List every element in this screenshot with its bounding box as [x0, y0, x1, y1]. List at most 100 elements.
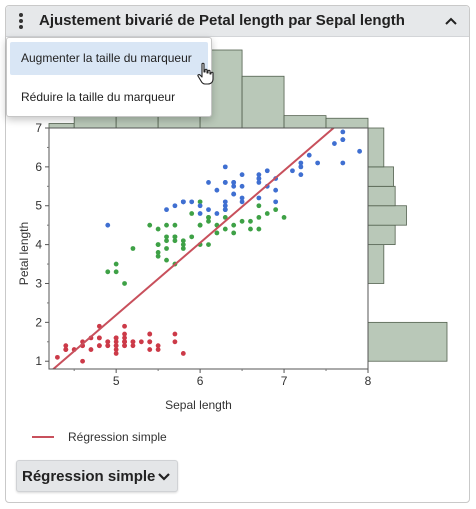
scatter-point: [130, 343, 136, 349]
scatter-point: [256, 226, 262, 232]
scatter-point: [298, 164, 304, 170]
scatter-point: [239, 183, 245, 189]
scatter-point: [172, 222, 178, 228]
scatter-point: [214, 211, 220, 216]
plot-area: [49, 128, 368, 369]
scatter-point: [222, 215, 228, 220]
y-tick-label: 4: [35, 238, 42, 252]
more-options-icon[interactable]: [12, 11, 30, 31]
scatter-point: [357, 148, 363, 154]
scatter-point: [206, 215, 211, 220]
scatter-point: [113, 339, 119, 345]
menu-item-decrease-marker-size[interactable]: Réduire la taille du marqueur: [21, 90, 176, 104]
scatter-point: [264, 211, 270, 216]
scatter-point: [63, 347, 69, 352]
legend-label: Régression simple: [68, 430, 167, 444]
scatter-point: [239, 199, 245, 205]
scatter-point: [273, 187, 279, 193]
scatter-point: [80, 358, 85, 364]
scatter-point: [248, 226, 253, 232]
scatter-point: [105, 339, 111, 345]
hand-cursor-icon: [197, 62, 214, 85]
marker-size-menu: Augmenter la taille du marqueur Réduire …: [6, 37, 212, 117]
scatter-point: [122, 343, 127, 349]
scatter-point: [105, 343, 111, 349]
scatter-point: [256, 176, 262, 181]
scatter-point: [239, 172, 245, 178]
scatter-point: [122, 339, 127, 345]
scatter-point: [172, 234, 178, 240]
scatter-point: [96, 335, 102, 341]
y-tick-label: 1: [35, 354, 42, 368]
scatter-point: [155, 343, 161, 349]
scatter-point: [315, 160, 321, 166]
scatter-point: [197, 203, 203, 209]
scatter-point: [273, 207, 279, 213]
scatter-point: [164, 234, 169, 240]
scatter-point: [214, 187, 220, 193]
collapse-chevron-icon[interactable]: [441, 11, 461, 31]
scatter-point: [239, 218, 245, 224]
scatter-point: [155, 249, 161, 255]
panel-header: Ajustement bivarié de Petal length par S…: [6, 6, 469, 37]
y-histogram-bar: [365, 185, 396, 207]
scatter-point: [239, 195, 245, 201]
y-histogram-bar: [365, 244, 385, 284]
scatter-point: [189, 199, 195, 205]
scatter-point: [222, 207, 228, 213]
legend-swatch-regression: [32, 436, 54, 438]
regression-line: [51, 128, 336, 369]
scatter-point: [222, 199, 228, 205]
y-tick-label: 6: [35, 160, 42, 174]
scatter-point: [222, 226, 228, 232]
scatter-point: [180, 246, 186, 251]
x-tick-label: 6: [197, 374, 204, 388]
menu-item-increase-marker-size[interactable]: Augmenter la taille du marqueur: [10, 42, 208, 75]
scatter-point: [332, 141, 337, 146]
y-histogram-bar: [365, 166, 394, 187]
scatter-point: [147, 331, 153, 337]
scatter-point: [222, 180, 228, 185]
scatter-point: [231, 183, 237, 189]
scatter-point: [172, 238, 178, 244]
panel-title: Ajustement bivarié de Petal length par S…: [39, 12, 405, 29]
scatter-point: [147, 339, 153, 345]
scatter-point: [290, 168, 295, 174]
y-histogram-bar: [365, 205, 407, 226]
scatter-point: [138, 339, 144, 345]
scatter-point: [164, 238, 169, 244]
scatter-point: [231, 230, 237, 236]
scatter-point: [164, 222, 169, 228]
scatter-point: [256, 172, 262, 178]
scatter-point: [206, 218, 211, 224]
scatter-point: [189, 234, 195, 240]
scatter-point: [264, 168, 270, 174]
scatter-point: [180, 242, 186, 248]
y-tick-label: 3: [35, 276, 42, 290]
scatter-point: [88, 347, 94, 352]
scatter-point: [222, 164, 228, 170]
scatter-point: [113, 347, 119, 352]
scatter-point: [197, 199, 203, 205]
scatter-point: [306, 152, 312, 158]
plot-frame: [48, 127, 369, 370]
scatter-point: [256, 195, 262, 201]
scatter-point: [180, 238, 186, 244]
scatter-point: [281, 215, 287, 220]
x-tick-label: 7: [281, 374, 288, 388]
scatter-point: [206, 207, 211, 213]
scatter-point: [54, 354, 60, 360]
scatter-point: [105, 269, 111, 275]
scatter-point: [231, 222, 237, 228]
fit-type-dropdown[interactable]: Régression simple: [16, 460, 178, 492]
y-tick-label: 2: [35, 315, 42, 329]
scatter-point: [113, 269, 119, 275]
scatter-point: [222, 203, 228, 209]
scatter-point: [298, 160, 304, 166]
scatter-point: [197, 222, 203, 228]
scatter-point: [231, 180, 237, 185]
scatter-point: [63, 343, 69, 349]
scatter-point: [122, 335, 127, 341]
scatter-point: [273, 199, 279, 205]
y-tick-label: 5: [35, 199, 42, 213]
